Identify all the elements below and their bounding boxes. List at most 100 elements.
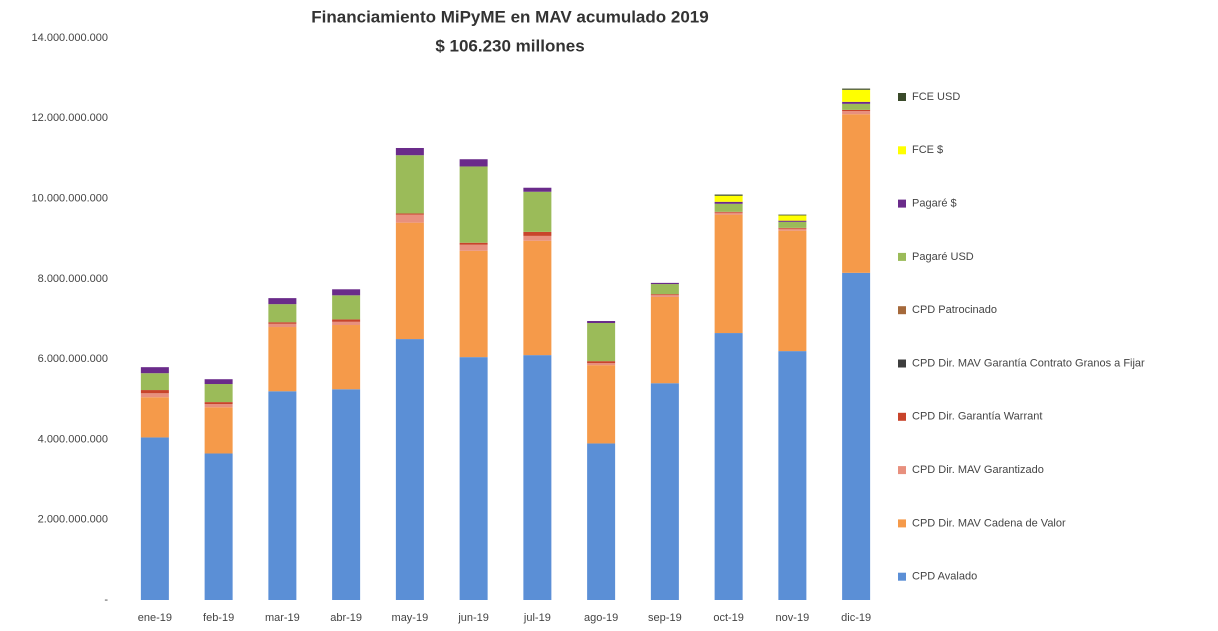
bar-segment xyxy=(523,240,552,356)
legend-label: CPD Dir. Garantía Warrant xyxy=(912,411,1042,423)
bar-segment xyxy=(778,221,807,228)
legend-swatch xyxy=(898,199,906,208)
bar-segment xyxy=(778,227,807,229)
bar-segment xyxy=(332,295,361,320)
bar-segment xyxy=(332,389,361,600)
bar-segment xyxy=(842,111,871,115)
bar-segment xyxy=(395,214,424,223)
x-tick-label: ago-19 xyxy=(584,612,618,624)
bar-segment xyxy=(523,231,552,236)
x-tick-label: jul-19 xyxy=(523,612,551,624)
bar-segment xyxy=(140,390,169,394)
x-tick-label: nov-19 xyxy=(776,612,810,624)
bar-segment xyxy=(842,103,871,110)
bar-segment xyxy=(587,361,616,364)
bar-segment xyxy=(140,373,169,391)
bar-segment xyxy=(395,155,424,214)
x-tick-label: dic-19 xyxy=(841,612,871,624)
bar-segment xyxy=(459,159,488,167)
chart-subtitle: $ 106.230 millones xyxy=(435,36,584,55)
bar-segment xyxy=(332,321,361,326)
y-tick-label: - xyxy=(104,594,108,606)
legend-swatch xyxy=(898,466,906,475)
bar-segment xyxy=(650,294,679,297)
legend-label: CPD Avalado xyxy=(912,571,977,583)
bar-segment xyxy=(842,101,871,104)
bar-segment xyxy=(523,191,552,232)
legend-swatch xyxy=(898,146,906,155)
bar-segment xyxy=(204,404,233,408)
bar-segment xyxy=(842,114,871,273)
bar-segment xyxy=(332,289,361,296)
bar-segment xyxy=(714,214,743,334)
bar-segment xyxy=(523,235,552,241)
legend-swatch xyxy=(898,359,906,368)
x-tick-label: mar-19 xyxy=(265,612,300,624)
bar-segment xyxy=(778,230,807,352)
bar-segment xyxy=(204,453,233,600)
legend-label: Pagaré $ xyxy=(912,198,957,210)
bar-segment xyxy=(268,323,297,328)
legend-swatch xyxy=(898,519,906,528)
bar-segment xyxy=(395,339,424,600)
bar-segment xyxy=(714,211,743,213)
bar-segment xyxy=(650,282,679,285)
y-tick-label: 8.000.000.000 xyxy=(38,273,108,285)
x-tick-label: feb-19 xyxy=(203,612,234,624)
legend-label: FCE $ xyxy=(912,144,943,156)
y-tick-label: 6.000.000.000 xyxy=(38,353,108,365)
bar-segment xyxy=(395,147,424,156)
bar-segment xyxy=(778,220,807,222)
bar-segment xyxy=(459,357,488,600)
legend-swatch xyxy=(898,93,906,101)
legend-label: CPD Dir. MAV Garantizado xyxy=(912,464,1044,476)
bar-segment xyxy=(714,195,743,202)
legend-label: FCE USD xyxy=(912,91,960,103)
bar-segment xyxy=(587,443,616,600)
x-tick-label: abr-19 xyxy=(330,612,362,624)
bar-segment xyxy=(714,203,743,212)
bar-segment xyxy=(268,391,297,600)
y-tick-label: 4.000.000.000 xyxy=(38,433,108,445)
bar-segment xyxy=(650,296,679,384)
bar-segment xyxy=(140,367,169,374)
bar-segment xyxy=(650,383,679,600)
bar-segment xyxy=(650,284,679,295)
bar-segment xyxy=(714,201,743,204)
bar-segment xyxy=(140,397,169,438)
bar-segment xyxy=(140,393,169,398)
x-tick-label: sep-19 xyxy=(648,612,682,624)
legend-label: CPD Dir. MAV Garantía Contrato Granos a … xyxy=(912,357,1145,369)
bar-segment xyxy=(587,321,616,324)
legend-swatch xyxy=(898,412,906,421)
bar-segment xyxy=(395,213,424,215)
y-tick-label: 14.000.000.000 xyxy=(32,32,108,44)
y-tick-label: 10.000.000.000 xyxy=(32,192,108,204)
bar-segment xyxy=(268,327,297,392)
bar-segment xyxy=(587,323,616,362)
bar-segment xyxy=(395,222,424,340)
y-tick-label: 12.000.000.000 xyxy=(32,112,108,124)
bar-segment xyxy=(204,384,233,403)
bar-segment xyxy=(778,214,807,216)
bar-segment xyxy=(268,304,297,323)
bar-segment xyxy=(459,250,488,358)
legend-swatch xyxy=(898,306,906,315)
bar-segment xyxy=(268,298,297,305)
bar-segment xyxy=(523,187,552,192)
bar-segment xyxy=(650,294,679,295)
bar-segment xyxy=(332,325,361,390)
x-tick-label: jun-19 xyxy=(457,612,489,624)
bar-segment xyxy=(268,322,297,324)
bar-segment xyxy=(714,194,743,196)
x-tick-label: ene-19 xyxy=(138,612,172,624)
bar-segment xyxy=(204,402,233,405)
bar-segment xyxy=(842,272,871,600)
bar-segment xyxy=(523,355,552,600)
bar-segment xyxy=(204,407,233,454)
bar-segment xyxy=(459,242,488,245)
legend-label: Pagaré USD xyxy=(912,251,974,263)
bar-segment xyxy=(842,109,871,112)
bar-segment xyxy=(842,89,871,102)
